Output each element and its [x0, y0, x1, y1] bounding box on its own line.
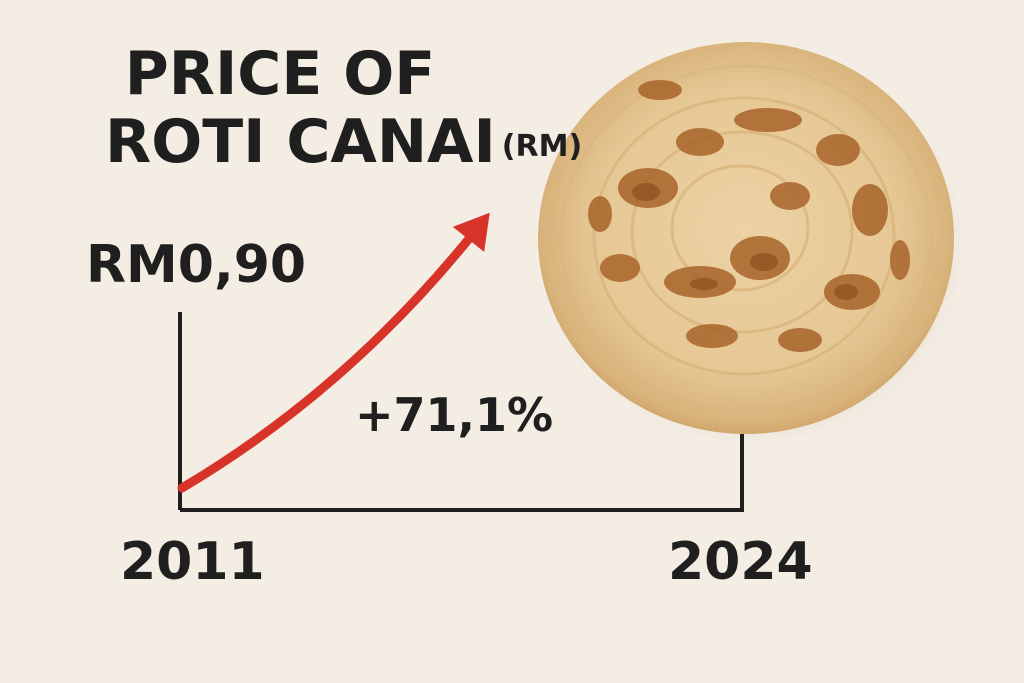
title-line-2-text: ROTI CANAI: [105, 107, 496, 177]
x-tick-label-end: 2024: [668, 532, 813, 592]
roti-canai-image: [538, 42, 966, 446]
title-unit: (RM): [501, 129, 583, 164]
axes: [178, 312, 744, 512]
x-tick-label-start: 2011: [120, 532, 265, 592]
percent-change-label: +71,1%: [355, 388, 554, 442]
series-line: [177, 212, 490, 493]
start-value-label: RM0,90: [86, 235, 307, 295]
chart-title: PRICE OF ROTI CANAI (RM): [105, 39, 582, 181]
title-line-1: PRICE OF: [124, 39, 436, 109]
trend-arrow-line: [177, 225, 481, 493]
trend-arrow-head: [452, 212, 490, 252]
title-line-2: ROTI CANAI (RM): [105, 107, 582, 181]
